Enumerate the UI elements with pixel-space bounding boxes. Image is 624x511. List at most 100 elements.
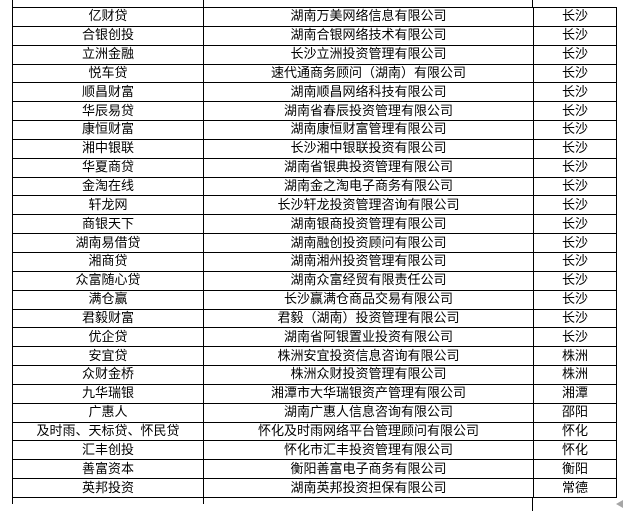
- table-row: 满仓赢 长沙赢满仓商品交易有限公司 长沙: [12, 289, 617, 310]
- city-cell: 长沙: [533, 82, 617, 103]
- platform-cell: 众财金桥: [12, 365, 204, 385]
- city-cell: 长沙: [533, 214, 617, 235]
- table-row: 众财金桥 株洲众财投资管理有限公司 株洲: [12, 365, 617, 385]
- platform-cell: 康恒财富: [12, 120, 204, 140]
- platform-cell: 湘中银联: [12, 138, 204, 159]
- city-cell: 长沙: [533, 176, 617, 197]
- table-row: 善富资本 衡阳善富电子商务有限公司 衡阳: [12, 459, 617, 480]
- table-row: 悦车贷 速代通商务顾问（湖南）有限公司 长沙: [12, 63, 617, 84]
- platform-cell: 及时雨、天标贷、怀民贷: [12, 421, 204, 442]
- table-row: 金淘在线 湖南金之淘电子商务有限公司 长沙: [12, 176, 617, 197]
- platform-cell: 商银天下: [12, 214, 204, 235]
- city-cell: 怀化: [533, 421, 617, 442]
- company-cell: 湖南康恒财富管理有限公司: [203, 120, 534, 140]
- city-cell: 长沙: [533, 101, 617, 122]
- table-row: 九华瑞银 湘潭市大华瑞银资产管理有限公司 湘潭: [12, 383, 617, 404]
- company-cell: 湖南合银网络技术有限公司: [203, 25, 534, 46]
- company-cell: 湖南银商投资管理有限公司: [203, 214, 534, 235]
- company-cell: 速代通商务顾问（湖南）有限公司: [203, 63, 534, 84]
- platform-cell: 金淘在线: [12, 176, 204, 197]
- table-row: 及时雨、天标贷、怀民贷 怀化及时雨网络平台管理顾问有限公司 怀化: [12, 421, 617, 442]
- platform-cell: 顺昌财富: [12, 82, 204, 103]
- city-cell: 长沙: [533, 233, 617, 253]
- company-cell: 怀化及时雨网络平台管理顾问有限公司: [203, 421, 534, 442]
- company-cell: 株洲安宜投资信息咨询有限公司: [203, 346, 534, 367]
- company-cell: 衡阳善富电子商务有限公司: [203, 459, 534, 480]
- city-cell: 怀化: [533, 440, 617, 461]
- table-row: 安宜贷 株洲安宜投资信息咨询有限公司 株洲: [12, 346, 617, 367]
- company-cell: 长沙立洲投资管理有限公司: [203, 44, 534, 65]
- platform-cell: 君毅财富: [12, 308, 204, 329]
- company-cell: 湖南省春辰投资管理有限公司: [203, 101, 534, 122]
- company-cell: 君毅（湖南）投资管理有限公司: [203, 308, 534, 329]
- city-cell: 长沙: [533, 308, 617, 329]
- table-row: 华夏商贷 湖南省银典投资管理有限公司 长沙: [12, 157, 617, 178]
- company-cell: 长沙轩龙投资管理咨询有限公司: [203, 195, 534, 216]
- company-cell: 湖南融创投资顾问有限公司: [203, 233, 534, 253]
- platform-cell: 轩龙网: [12, 195, 204, 216]
- table-row: 英邦投资 湖南英邦投资担保有限公司 常德: [12, 478, 617, 498]
- table-row: 商银天下 湖南银商投资管理有限公司 长沙: [12, 214, 617, 235]
- platform-cell: 众富随心贷: [12, 270, 204, 291]
- table-row: 亿财贷 湖南万美网络信息有限公司 长沙: [12, 7, 617, 27]
- table-row: 汇丰创投 怀化市汇丰投资管理有限公司 怀化: [12, 440, 617, 461]
- table-row: 华辰易贷 湖南省春辰投资管理有限公司 长沙: [12, 101, 617, 122]
- corner-arrow-icon: [616, 500, 623, 508]
- city-cell: 湘潭: [533, 383, 617, 404]
- grid-tick-bottom-left: [12, 498, 13, 504]
- city-cell: 长沙: [533, 138, 617, 159]
- city-cell: 长沙: [533, 327, 617, 348]
- table-row: 合银创投 湖南合银网络技术有限公司 长沙: [12, 25, 617, 46]
- city-cell: 长沙: [533, 270, 617, 291]
- grid-tick-top-col1: [203, 0, 204, 7]
- platform-cell: 悦车贷: [12, 63, 204, 84]
- city-cell: 衡阳: [533, 459, 617, 480]
- platform-cell: 善富资本: [12, 459, 204, 480]
- company-cell: 长沙赢满仓商品交易有限公司: [203, 289, 534, 310]
- city-cell: 长沙: [533, 195, 617, 216]
- platform-cell: 满仓赢: [12, 289, 204, 310]
- grid-tick-bottom-col1: [203, 498, 204, 504]
- platform-cell: 湖南易借贷: [12, 233, 204, 253]
- company-cell: 湖南万美网络信息有限公司: [203, 7, 534, 27]
- platform-cell: 安宜贷: [12, 346, 204, 367]
- city-cell: 长沙: [533, 120, 617, 140]
- table-row: 立洲金融 长沙立洲投资管理有限公司 长沙: [12, 44, 617, 65]
- table-row: 广惠人 湖南广惠人信息咨询有限公司 邵阳: [12, 402, 617, 423]
- table-row: 湘中银联 长沙湘中银联投资有限公司 长沙: [12, 138, 617, 159]
- table-row: 君毅财富 君毅（湖南）投资管理有限公司 长沙: [12, 308, 617, 329]
- platform-company-table: 亿财贷 湖南万美网络信息有限公司 长沙 合银创投 湖南合银网络技术有限公司 长沙 立洲金融长…: [12, 7, 617, 498]
- city-cell: 长沙: [533, 44, 617, 65]
- company-cell: 怀化市汇丰投资管理有限公司: [203, 440, 534, 461]
- table-row: 顺昌财富 湖南顺昌网络科技有限公司 长沙: [12, 82, 617, 103]
- platform-cell: 华夏商贷: [12, 157, 204, 178]
- platform-cell: 华辰易贷: [12, 101, 204, 122]
- platform-cell: 九华瑞银: [12, 383, 204, 404]
- company-cell: 株洲众财投资管理有限公司: [203, 365, 534, 385]
- city-cell: 长沙: [533, 25, 617, 46]
- company-cell: 湖南省阿银置业投资有限公司: [203, 327, 534, 348]
- table-row: 轩龙网 长沙轩龙投资管理咨询有限公司 长沙: [12, 195, 617, 216]
- city-cell: 邵阳: [533, 402, 617, 423]
- platform-cell: 英邦投资: [12, 478, 204, 498]
- table-row: 优企贷 湖南省阿银置业投资有限公司 长沙: [12, 327, 617, 348]
- company-cell: 长沙湘中银联投资有限公司: [203, 138, 534, 159]
- city-cell: 长沙: [533, 251, 617, 272]
- city-cell: 长沙: [533, 7, 617, 27]
- city-cell: 长沙: [533, 289, 617, 310]
- platform-cell: 湘商贷: [12, 251, 204, 272]
- table-row: 湖南易借贷 湖南融创投资顾问有限公司 长沙: [12, 233, 617, 253]
- platform-cell: 优企贷: [12, 327, 204, 348]
- company-cell: 湖南顺昌网络科技有限公司: [203, 82, 534, 103]
- platform-cell: 广惠人: [12, 402, 204, 423]
- table-row: 湘商贷 湖南湘州投资管理有限公司 长沙: [12, 251, 617, 272]
- company-cell: 湖南省银典投资管理有限公司: [203, 157, 534, 178]
- city-cell: 长沙: [533, 63, 617, 84]
- company-cell: 湖南广惠人信息咨询有限公司: [203, 402, 534, 423]
- platform-cell: 汇丰创投: [12, 440, 204, 461]
- platform-cell: 亿财贷: [12, 7, 204, 27]
- platform-cell: 合银创投: [12, 25, 204, 46]
- company-cell: 湖南英邦投资担保有限公司: [203, 478, 534, 498]
- grid-tick-top-col2: [532, 0, 533, 7]
